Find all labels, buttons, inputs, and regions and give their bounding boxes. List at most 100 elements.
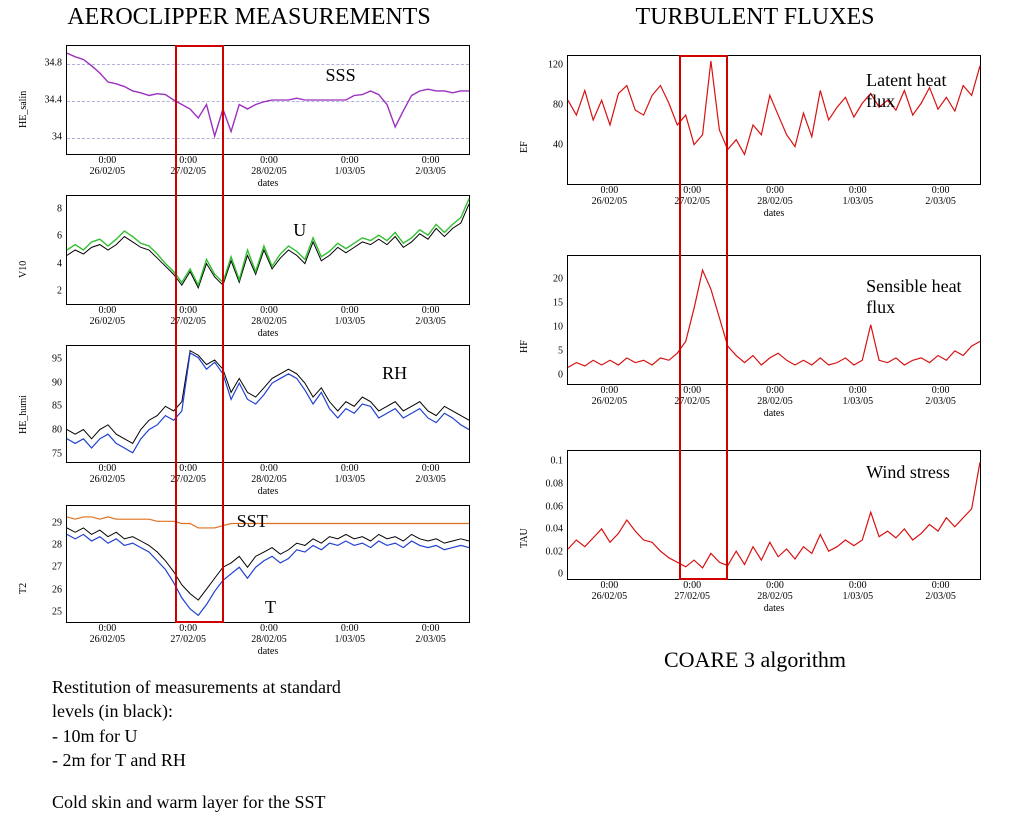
x-tick-label: 0:002/03/05 bbox=[925, 385, 956, 407]
y-tick-label: 8 bbox=[57, 203, 62, 214]
y-tick-label: 6 bbox=[57, 231, 62, 242]
y-axis-label: EF bbox=[519, 141, 530, 153]
grid-line bbox=[67, 138, 469, 139]
x-tick-label: 0:001/03/05 bbox=[843, 185, 874, 207]
series-line bbox=[67, 53, 469, 136]
y-tick-label: 120 bbox=[548, 60, 563, 71]
y-axis-label: HF bbox=[519, 340, 530, 353]
y-tick-label: 26 bbox=[52, 584, 62, 595]
x-axis-label: dates bbox=[568, 408, 980, 419]
x-tick-label: 0:0026/02/05 bbox=[90, 305, 126, 327]
y-tick-label: 80 bbox=[52, 424, 62, 435]
left-title: AEROCLIPPER MEASUREMENTS bbox=[24, 4, 474, 31]
x-axis-label: dates bbox=[67, 646, 469, 657]
panel-label: T bbox=[265, 597, 276, 618]
panel-label: SST bbox=[237, 511, 268, 532]
series-line bbox=[67, 353, 469, 453]
caption-line: - 2m for T and RH bbox=[52, 748, 462, 772]
plot-area: 0:0026/02/050:0027/02/050:0028/02/050:00… bbox=[567, 55, 981, 185]
plot-area: 0:0026/02/050:0027/02/050:0028/02/050:00… bbox=[66, 195, 470, 305]
y-tick-label: 0.08 bbox=[546, 478, 564, 489]
series-svg bbox=[67, 346, 469, 462]
x-tick-label: 0:0027/02/05 bbox=[674, 185, 710, 207]
y-axis-label: TAU bbox=[519, 528, 530, 548]
x-axis-label: dates bbox=[67, 328, 469, 339]
x-tick-label: 0:0026/02/05 bbox=[592, 580, 628, 602]
x-tick-label: 0:001/03/05 bbox=[335, 155, 366, 177]
plot-area: 0:0026/02/050:0027/02/050:0028/02/050:00… bbox=[567, 255, 981, 385]
panel-tau: 0:0026/02/05 0:0027/02/05 0:0028/02/05 0:00… bbox=[525, 450, 985, 620]
panel-label: Sensible heat flux bbox=[866, 276, 980, 318]
left-column: AEROCLIPPER MEASUREMENTS bbox=[24, 4, 474, 31]
x-tick-label: 0:001/03/05 bbox=[335, 623, 366, 645]
y-tick-label: 34.4 bbox=[45, 95, 63, 106]
x-tick-label: 0:002/03/05 bbox=[925, 580, 956, 602]
y-tick-label: 10 bbox=[553, 322, 563, 333]
x-tick-label: 0:001/03/05 bbox=[335, 463, 366, 485]
y-tick-label: 85 bbox=[52, 401, 62, 412]
panel-sss: 0:0026/02/050:0027/02/050:0028/02/050:00… bbox=[24, 45, 474, 195]
panel-t: 0:0026/02/050:0027/02/050:0028/02/050:00… bbox=[24, 505, 474, 663]
x-tick-label: 0:0027/02/05 bbox=[170, 463, 206, 485]
panel-label: RH bbox=[382, 363, 407, 384]
x-tick-label: 0:002/03/05 bbox=[415, 155, 446, 177]
x-tick-label: 0:0028/02/05 bbox=[757, 580, 793, 602]
y-tick-label: 20 bbox=[553, 274, 563, 285]
y-axis-label: HE_salin bbox=[18, 90, 29, 127]
x-tick-label: 0:0027/02/05 bbox=[170, 623, 206, 645]
series-line bbox=[67, 517, 469, 528]
y-tick-label: 0 bbox=[558, 370, 563, 381]
series-line bbox=[67, 528, 469, 600]
series-line bbox=[67, 351, 469, 444]
x-tick-label: 0:0027/02/05 bbox=[674, 580, 710, 602]
y-tick-label: 0 bbox=[558, 569, 563, 580]
y-tick-label: 34.8 bbox=[45, 58, 63, 69]
series-line bbox=[67, 199, 469, 285]
x-tick-label: 0:002/03/05 bbox=[415, 305, 446, 327]
x-tick-label: 0:001/03/05 bbox=[843, 580, 874, 602]
panel-label: Latent heat flux bbox=[866, 70, 980, 112]
right-title: TURBULENT FLUXES bbox=[525, 4, 985, 31]
y-tick-label: 29 bbox=[52, 517, 62, 528]
x-tick-label: 0:002/03/05 bbox=[925, 185, 956, 207]
x-tick-label: 0:0028/02/05 bbox=[251, 305, 287, 327]
grid-line bbox=[67, 64, 469, 65]
page: { "layout": { "width": 1010, "height": 8… bbox=[0, 0, 1010, 825]
right-column: TURBULENT FLUXES bbox=[525, 4, 985, 31]
y-tick-label: 0.02 bbox=[546, 546, 564, 557]
y-tick-label: 0.1 bbox=[551, 456, 564, 467]
y-tick-label: 0.06 bbox=[546, 501, 564, 512]
x-tick-label: 0:0028/02/05 bbox=[251, 623, 287, 645]
y-tick-label: 0.04 bbox=[546, 524, 564, 535]
x-axis-label: dates bbox=[568, 208, 980, 219]
y-axis-label: V10 bbox=[18, 260, 29, 277]
panel-hf: 0:0026/02/050:0027/02/050:0028/02/050:00… bbox=[525, 255, 985, 425]
y-tick-label: 34 bbox=[52, 131, 62, 142]
x-tick-label: 0:0027/02/05 bbox=[170, 305, 206, 327]
plot-area: 0:0026/02/050:0027/02/050:0028/02/050:00… bbox=[66, 505, 470, 623]
plot-area: 0:0026/02/050:0027/02/050:0028/02/050:00… bbox=[567, 450, 981, 580]
panel-ef: 0:0026/02/050:0027/02/050:0028/02/050:00… bbox=[525, 55, 985, 225]
y-tick-label: 28 bbox=[52, 540, 62, 551]
panel-label: U bbox=[293, 220, 306, 241]
y-tick-label: 2 bbox=[57, 286, 62, 297]
panel-u: 0:0026/02/05 0:0027/02/05 0:0028/02/05 0:00… bbox=[24, 195, 474, 345]
x-tick-label: 0:0028/02/05 bbox=[251, 463, 287, 485]
y-tick-label: 4 bbox=[57, 258, 62, 269]
x-tick-label: 0:0028/02/05 bbox=[251, 155, 287, 177]
x-axis-label: dates bbox=[67, 178, 469, 189]
plot-area: 0:0026/02/050:0027/02/050:0028/02/050:00… bbox=[66, 345, 470, 463]
x-tick-label: 0:002/03/05 bbox=[415, 463, 446, 485]
panel-label: SSS bbox=[326, 65, 356, 86]
x-tick-label: 0:0028/02/05 bbox=[757, 385, 793, 407]
y-axis-label: HE_humi bbox=[18, 395, 29, 434]
panel-label: Wind stress bbox=[866, 462, 950, 483]
caption-line: - 10m for U bbox=[52, 724, 462, 748]
x-tick-label: 0:002/03/05 bbox=[415, 623, 446, 645]
x-tick-label: 0:0026/02/05 bbox=[90, 463, 126, 485]
y-tick-label: 5 bbox=[558, 346, 563, 357]
right-caption: COARE 3 algorithm bbox=[525, 647, 985, 673]
y-tick-label: 90 bbox=[52, 377, 62, 388]
x-axis-label: dates bbox=[67, 486, 469, 497]
y-tick-label: 95 bbox=[52, 354, 62, 365]
